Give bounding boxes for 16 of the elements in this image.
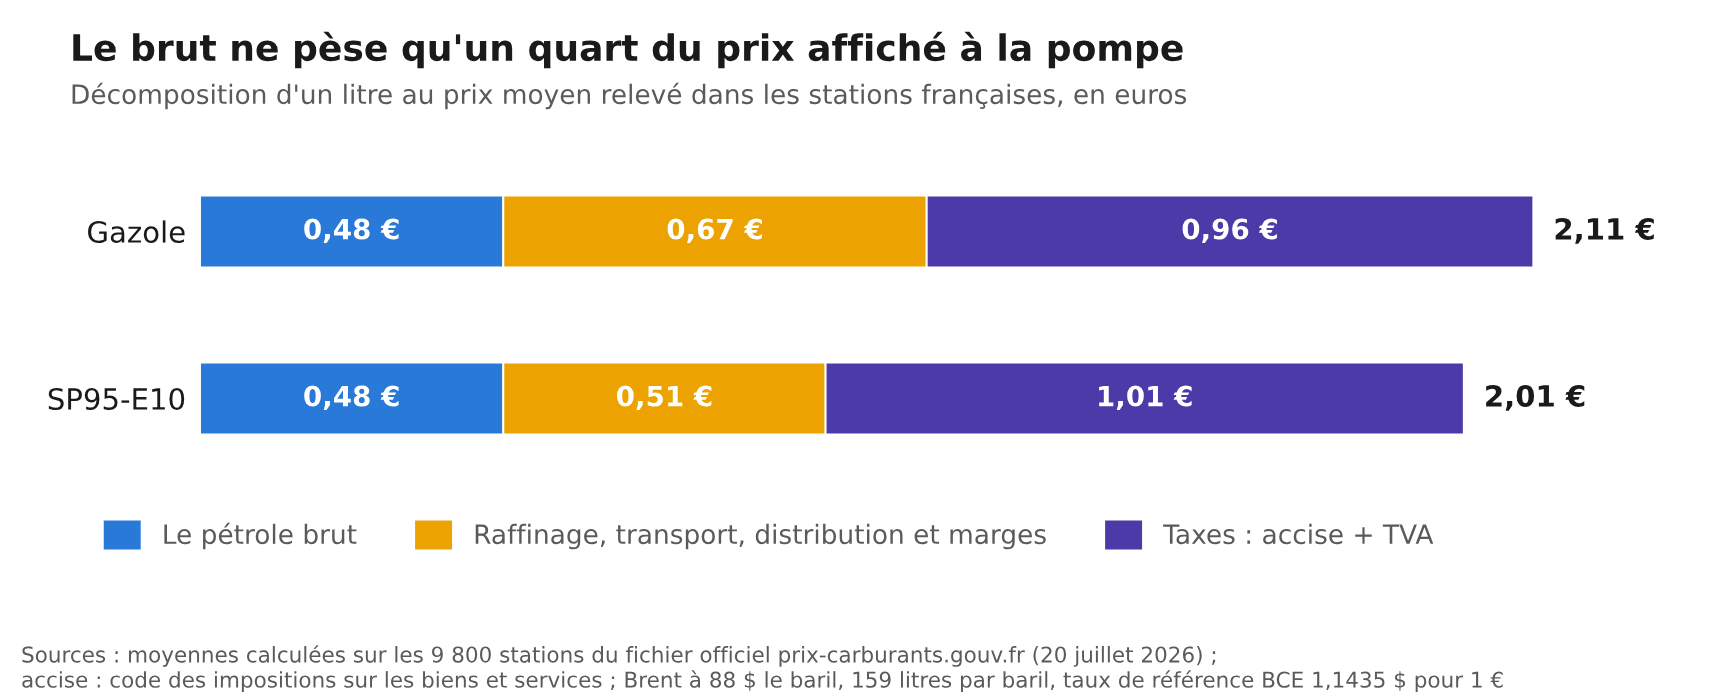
chart-subtitle: Décomposition d'un litre au prix moyen relevé dans les stations françaises, en euros <box>72 82 1187 110</box>
y-tick-label: Gazole <box>88 220 185 243</box>
chart-title: Le brut ne pèse qu'un quart du prix affiché à la pompe <box>73 31 1183 69</box>
legend-label: Taxes : accise + TVA <box>1163 523 1434 545</box>
data-label: 0,51 € <box>617 385 712 411</box>
data-label: 1,01 € <box>1099 385 1192 411</box>
legend-label: Le pétrole brut <box>164 522 357 550</box>
data-label: 0,48 € <box>304 218 399 244</box>
y-tick-label: SP95-E10 <box>48 387 185 410</box>
data-label: 0,96 € <box>1182 218 1277 244</box>
legend-label: Raffinage, transport, distribution et marges <box>475 523 1046 550</box>
total-label: 2,11 € <box>1555 217 1654 244</box>
data-label: 0,48 € <box>304 385 399 411</box>
source-note: Sources : moyennes calculées sur les 9 800 stations du fichier officiel prix-carburants.gouv.fr (20 juillet 2026) ; accise : code des impositions sur les biens et services ; Brent à 88 $ le baril, 159 litres par baril, taux de référence BCE 1,1435 $ pour 1 € <box>22 645 1503 692</box>
total-label: 2,01 € <box>1486 384 1585 411</box>
data-label: 0,67 € <box>667 218 762 244</box>
